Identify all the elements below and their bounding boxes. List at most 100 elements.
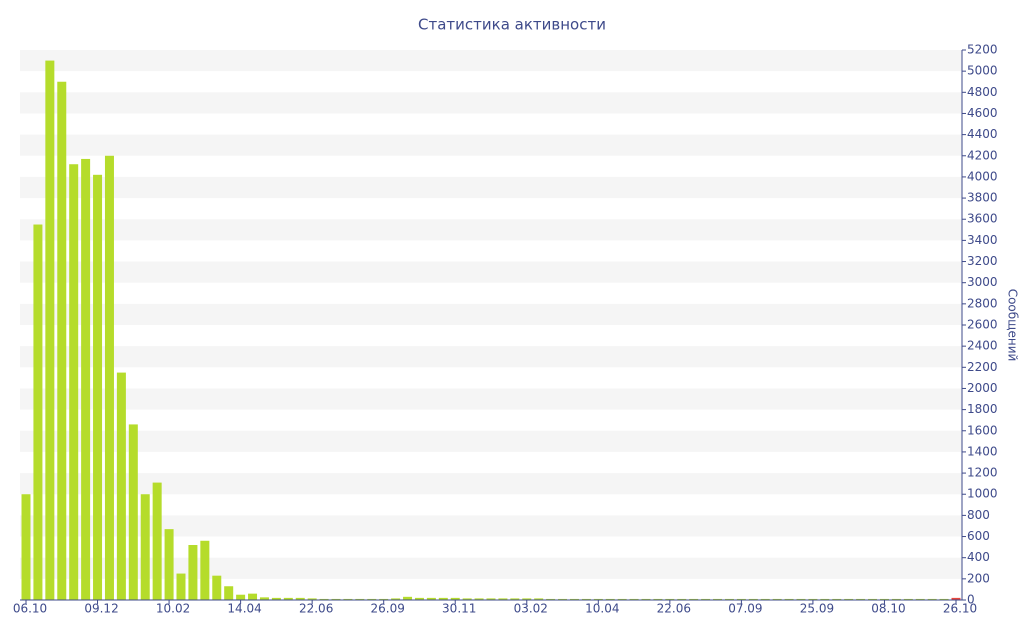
- x-tick-label: 26.10: [943, 602, 977, 616]
- bar: [140, 494, 150, 600]
- bar: [248, 593, 258, 600]
- x-tick-label: 14.04: [227, 602, 261, 616]
- bar: [641, 598, 651, 600]
- grid-band: [20, 303, 962, 325]
- bar: [69, 164, 79, 600]
- bar: [474, 598, 484, 600]
- grid-band: [20, 557, 962, 579]
- grid-band: [20, 388, 962, 410]
- grid-band: [20, 430, 962, 452]
- bar: [391, 598, 401, 600]
- bar: [569, 598, 579, 600]
- grid-band: [20, 176, 962, 199]
- bar: [33, 224, 43, 600]
- x-tick-label: 22.06: [657, 602, 691, 616]
- bar: [760, 598, 770, 600]
- bar: [379, 598, 389, 600]
- bar: [152, 482, 162, 600]
- bar: [45, 60, 55, 601]
- y-tick-label: 4400: [967, 127, 998, 141]
- y-tick-label: 4600: [967, 106, 998, 120]
- chart-title: Статистика активности: [418, 16, 606, 34]
- bar: [784, 598, 794, 600]
- x-tick-label: 22.06: [299, 602, 333, 616]
- y-tick-label: 1200: [967, 466, 998, 480]
- bar: [331, 598, 341, 600]
- x-tick-label: 03.02: [514, 602, 548, 616]
- bar: [546, 598, 556, 600]
- x-tick-label: 30.11: [442, 602, 476, 616]
- bar: [772, 598, 782, 600]
- y-tick-label: 2200: [967, 360, 998, 374]
- bar: [832, 598, 842, 600]
- y-tick-label: 3200: [967, 254, 998, 268]
- bar: [176, 573, 186, 600]
- bar: [903, 598, 913, 600]
- bar: [200, 540, 210, 600]
- y-tick-label: 2600: [967, 318, 998, 332]
- bar: [796, 598, 806, 600]
- bar: [736, 598, 746, 600]
- bar: [498, 598, 508, 600]
- bar: [438, 597, 448, 600]
- bar: [307, 598, 317, 600]
- y-tick-label: 200: [967, 571, 990, 585]
- y-tick-label: 1600: [967, 423, 998, 437]
- bar: [510, 598, 520, 600]
- bar: [426, 597, 436, 600]
- y-tick-label: 400: [967, 550, 990, 564]
- bar: [414, 597, 424, 600]
- y-tick-label: 2400: [967, 339, 998, 353]
- y-tick-label: 2800: [967, 296, 998, 310]
- bar: [283, 597, 293, 600]
- bar: [164, 529, 174, 600]
- y-tick-label: 1800: [967, 402, 998, 416]
- grid-band: [20, 50, 962, 72]
- bar: [486, 598, 496, 600]
- bar: [951, 597, 961, 600]
- bar: [581, 598, 591, 600]
- bar: [21, 494, 31, 600]
- bar: [522, 598, 532, 600]
- bar: [534, 598, 544, 600]
- x-tick-label: 10.02: [156, 602, 190, 616]
- bar: [403, 596, 413, 600]
- bar: [653, 598, 663, 600]
- bar: [713, 598, 723, 600]
- bar: [319, 598, 329, 600]
- bar: [271, 597, 281, 600]
- x-tick-label: 09.12: [84, 602, 118, 616]
- y-tick-label: 5200: [967, 43, 998, 57]
- x-tick-label: 07.09: [728, 602, 762, 616]
- bar: [295, 597, 305, 600]
- x-tick-label: 10.04: [585, 602, 619, 616]
- bar: [891, 598, 901, 600]
- x-tick-label: 25.09: [800, 602, 834, 616]
- y-tick-label: 4200: [967, 148, 998, 162]
- bar: [689, 598, 699, 600]
- bar: [844, 598, 854, 600]
- bar: [629, 598, 639, 600]
- bar: [724, 598, 734, 600]
- bar: [81, 158, 91, 600]
- bar: [462, 598, 472, 600]
- x-tick-label: 26.09: [371, 602, 405, 616]
- grid-band: [20, 473, 962, 495]
- grid-band: [20, 261, 962, 283]
- bar: [939, 598, 949, 600]
- y-tick-label: 3400: [967, 233, 998, 247]
- bar: [677, 598, 687, 600]
- grid-band: [20, 92, 962, 114]
- bar: [558, 598, 568, 600]
- bar: [236, 594, 246, 600]
- y-tick-label: 1400: [967, 444, 998, 458]
- y-tick-label: 4000: [967, 169, 998, 183]
- bar: [748, 598, 758, 600]
- x-tick-label: 06.10: [13, 602, 47, 616]
- bar: [593, 598, 603, 600]
- bar: [915, 598, 925, 600]
- bar: [820, 598, 830, 600]
- y-tick-label: 800: [967, 508, 990, 522]
